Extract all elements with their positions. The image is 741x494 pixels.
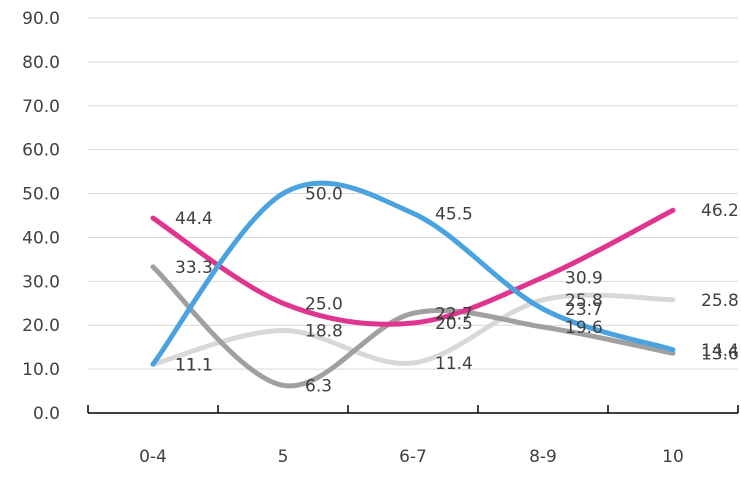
data-label: 33.3: [175, 258, 213, 278]
data-label: 11.4: [435, 354, 473, 374]
series-line-2: [150, 207, 676, 327]
y-tick-label: 50.0: [22, 185, 60, 205]
y-axis-tick-labels: 0.0 10.0 20.0 30.0 40.0 50.0 60.0 70.0 80.0 90.0: [22, 9, 60, 424]
data-label: 11.1: [175, 355, 213, 375]
y-tick-label: 90.0: [22, 9, 60, 29]
data-labels: 11.1 50.0 45.5 23.7 14.4 44.4 25.0 20.5 30.9 46.2…: [175, 185, 739, 397]
series-line-4: [150, 292, 676, 367]
x-tick-label: 10: [662, 447, 684, 467]
series-line-1: [150, 180, 676, 367]
y-tick-label: 60.0: [22, 141, 60, 161]
y-tick-label: 10.0: [22, 360, 60, 380]
y-tick-label: 70.0: [22, 97, 60, 117]
data-label: 19.6: [565, 318, 603, 338]
data-label: 46.2: [701, 201, 739, 221]
x-tick-label: 0-4: [139, 447, 167, 467]
x-tick-label: 6-7: [399, 447, 427, 467]
data-label: 13.6: [701, 344, 739, 364]
y-tick-label: 80.0: [22, 53, 60, 73]
data-label: 18.8: [305, 321, 343, 341]
data-label: 22.7: [435, 304, 473, 324]
y-tick-label: 20.0: [22, 316, 60, 336]
data-label: 20.5: [435, 314, 473, 334]
series-line-3: [150, 264, 676, 389]
y-tick-label: 30.0: [22, 272, 60, 292]
data-label: 23.7: [565, 300, 603, 320]
data-label: 25.0: [305, 294, 343, 314]
data-label: 45.5: [435, 204, 473, 224]
x-tick-label: 5: [278, 447, 289, 467]
x-axis-tick-labels: 0-4 5 6-7 8-9 10: [139, 447, 684, 467]
data-label: 6.3: [305, 376, 332, 396]
y-tick-label: 40.0: [22, 228, 60, 248]
y-tick-label: 0.0: [33, 404, 60, 424]
data-label: 14.4: [701, 341, 739, 361]
data-label: 25.8: [701, 291, 739, 311]
data-label: 50.0: [305, 185, 343, 205]
gridlines: [88, 17, 738, 370]
series-lines: [150, 180, 676, 389]
data-label: 11.1: [175, 355, 213, 375]
x-tick-label: 8-9: [529, 447, 557, 467]
x-axis: [87, 405, 739, 414]
data-label: 25.8: [565, 291, 603, 311]
data-label: 44.4: [175, 209, 213, 229]
data-label: 30.9: [565, 268, 603, 288]
